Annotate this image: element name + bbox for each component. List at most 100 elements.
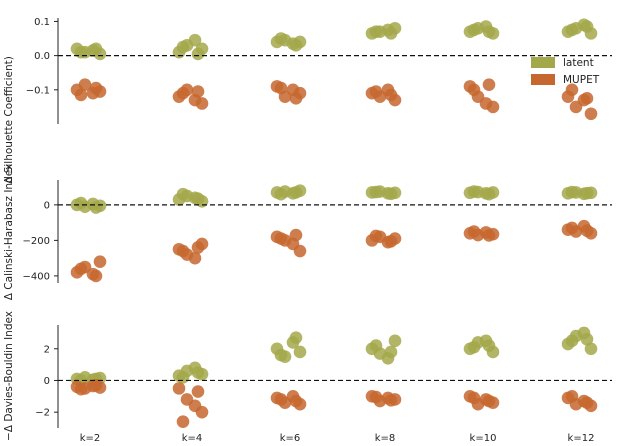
data-point [482, 187, 496, 201]
series-latent [70, 184, 598, 214]
data-point [176, 244, 190, 258]
data-point [482, 394, 496, 408]
data-point [369, 85, 383, 98]
panel-3: 2 0 −2 −Δ Davies-Bouldin Index [3, 311, 612, 441]
data-point [384, 187, 398, 201]
data-point [74, 88, 88, 102]
data-point [482, 25, 496, 38]
data-point [188, 33, 202, 47]
y-tick-label: 0 [44, 200, 50, 211]
data-point [369, 229, 383, 243]
data-point [176, 86, 190, 100]
data-point [289, 394, 303, 408]
data-point [191, 366, 205, 379]
legend-swatch-latent [531, 57, 555, 68]
data-point [565, 23, 579, 37]
data-point [565, 221, 579, 235]
data-point [195, 405, 209, 419]
data-point [467, 340, 481, 354]
data-point [89, 378, 103, 392]
data-point [565, 83, 579, 97]
legend-label-latent: latent [563, 57, 594, 69]
data-point [191, 192, 205, 205]
data-point [584, 342, 598, 356]
data-point [486, 100, 500, 114]
data-point [274, 232, 288, 245]
data-point [74, 196, 88, 210]
data-point [195, 97, 209, 110]
data-point [74, 382, 88, 396]
data-point [369, 25, 383, 38]
data-point [565, 185, 579, 199]
data-point [89, 81, 103, 95]
panel-1: 0.1 0.0 −0.1 Δ Silhouette Coefficient) [3, 17, 612, 184]
panels: 0.10.0−0.1Δ Silhouette Coefficient)0−200… [3, 17, 612, 441]
data-point [172, 382, 186, 395]
data-point [565, 334, 579, 348]
data-point [580, 20, 594, 33]
data-point [74, 45, 88, 59]
data-point [274, 348, 288, 362]
data-point [482, 229, 496, 242]
data-point [369, 390, 383, 404]
data-point [580, 332, 594, 346]
series-mupet [70, 219, 598, 283]
y-axis-label: −Δ Davies-Bouldin Index [3, 311, 15, 441]
data-point [274, 81, 288, 95]
data-point [293, 345, 307, 359]
data-point [565, 390, 579, 403]
series-latent [70, 18, 598, 61]
x-tick-label: k=10 [470, 433, 497, 444]
y-tick-label: 2 [44, 344, 50, 355]
legend-swatch-mupet [531, 74, 555, 85]
data-point [176, 415, 190, 428]
data-point [93, 255, 107, 268]
data-point [188, 251, 202, 265]
data-point [289, 331, 303, 344]
x-tick-label: k=4 [182, 433, 203, 444]
data-point [176, 40, 190, 54]
x-tick-label: k=12 [568, 433, 595, 444]
y-tick-label: −400 [23, 271, 50, 282]
data-point [274, 32, 288, 45]
series-latent [70, 326, 598, 387]
series-mupet [70, 378, 598, 428]
data-point [467, 83, 481, 97]
data-point [482, 78, 496, 91]
y-tick-label: 0.1 [34, 17, 50, 28]
data-point [384, 88, 398, 102]
series-mupet [70, 78, 598, 121]
data-point [289, 186, 303, 199]
data-point [78, 78, 92, 91]
data-point [384, 345, 398, 359]
data-point [384, 393, 398, 407]
legend: latent MUPET [531, 57, 600, 86]
data-point [89, 42, 103, 56]
data-point [467, 391, 481, 405]
y-axis-label: Δ Calinski-Harabasz Index [3, 164, 15, 300]
x-tick-label: k=2 [80, 433, 101, 444]
y-tick-label: 0 [44, 376, 50, 387]
legend-label-mupet: MUPET [563, 74, 600, 86]
data-point [176, 370, 190, 384]
data-point [467, 225, 481, 238]
data-point [580, 92, 594, 105]
data-point [384, 27, 398, 40]
data-point [580, 224, 594, 237]
y-tick-label: −0.1 [26, 85, 50, 96]
data-point [369, 339, 383, 352]
data-point [191, 85, 205, 98]
y-axis-label: Δ Silhouette Coefficient) [3, 56, 15, 184]
y-tick-label: 0.0 [34, 51, 50, 62]
data-point [580, 396, 594, 409]
data-point [191, 385, 205, 398]
data-point [89, 201, 103, 214]
data-point [274, 187, 288, 201]
data-point [467, 185, 481, 198]
data-point [274, 393, 288, 406]
data-point [289, 39, 303, 52]
panel-2: 0 −200 −400 Δ Calinski-Harabasz Index [3, 164, 612, 300]
data-point [584, 107, 598, 121]
x-tick-label: k=6 [280, 433, 301, 444]
x-tick-label: k=8 [375, 433, 396, 444]
